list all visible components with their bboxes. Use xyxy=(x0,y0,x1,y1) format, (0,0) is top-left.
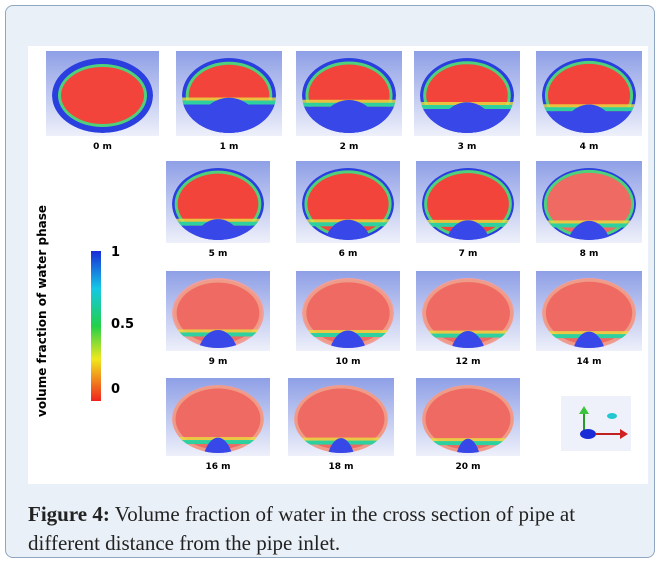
cross-section xyxy=(52,58,153,133)
figure-image: volume fraction of water phase 1 0.5 0 0… xyxy=(28,46,648,484)
axes-triad xyxy=(561,396,631,451)
panel-label: 14 m xyxy=(576,357,601,367)
colorbar-tick-label: 1 xyxy=(111,245,120,260)
colorbar xyxy=(91,251,101,401)
colorbar-tick-label: 0 xyxy=(111,382,120,397)
page: {"figure": { "panels": [ {"label": "0 m"… xyxy=(0,0,662,567)
panel-label: 10 m xyxy=(335,357,360,367)
colorbar-title: volume fraction of water phase xyxy=(35,205,49,417)
panel-label: 3 m xyxy=(458,142,477,152)
panel-label: 20 m xyxy=(455,462,480,472)
panel-label: 6 m xyxy=(339,249,358,259)
panel-label: 2 m xyxy=(340,142,359,152)
panel-label: 9 m xyxy=(209,357,228,367)
caption-label: Figure 4: xyxy=(28,502,110,526)
panel-label: 5 m xyxy=(209,249,228,259)
panel-label: 0 m xyxy=(93,142,112,152)
panel-label: 12 m xyxy=(455,357,480,367)
panel-label: 16 m xyxy=(205,462,230,472)
oil-core xyxy=(61,67,144,124)
caption: Figure 4: Volume fraction of water in th… xyxy=(28,500,648,558)
figure-frame: volume fraction of water phase 1 0.5 0 0… xyxy=(5,5,655,558)
panel-label: 18 m xyxy=(328,462,353,472)
colorbar-tick-label: 0.5 xyxy=(111,317,134,332)
caption-text: Volume fraction of water in the cross se… xyxy=(28,502,575,555)
panel-label: 1 m xyxy=(220,142,239,152)
panel-label: 4 m xyxy=(580,142,599,152)
panel-label: 7 m xyxy=(459,249,478,259)
panel-label: 8 m xyxy=(580,249,599,259)
